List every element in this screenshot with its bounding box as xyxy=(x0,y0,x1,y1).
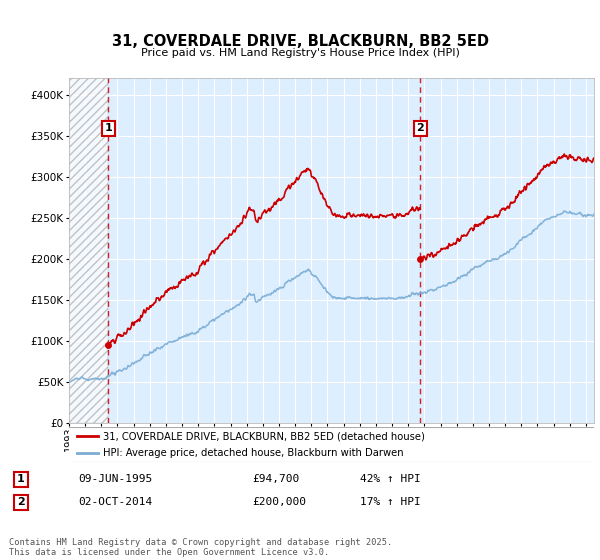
Text: 2: 2 xyxy=(416,123,424,133)
Text: £200,000: £200,000 xyxy=(252,497,306,507)
Text: 1: 1 xyxy=(104,123,112,133)
Text: Price paid vs. HM Land Registry's House Price Index (HPI): Price paid vs. HM Land Registry's House … xyxy=(140,48,460,58)
Text: £94,700: £94,700 xyxy=(252,474,299,484)
Text: HPI: Average price, detached house, Blackburn with Darwen: HPI: Average price, detached house, Blac… xyxy=(103,448,404,458)
Text: 42% ↑ HPI: 42% ↑ HPI xyxy=(360,474,421,484)
Text: 17% ↑ HPI: 17% ↑ HPI xyxy=(360,497,421,507)
Text: 09-JUN-1995: 09-JUN-1995 xyxy=(78,474,152,484)
Text: 1: 1 xyxy=(17,474,25,484)
FancyBboxPatch shape xyxy=(64,427,599,463)
Text: Contains HM Land Registry data © Crown copyright and database right 2025.
This d: Contains HM Land Registry data © Crown c… xyxy=(9,538,392,557)
Text: 31, COVERDALE DRIVE, BLACKBURN, BB2 5ED (detached house): 31, COVERDALE DRIVE, BLACKBURN, BB2 5ED … xyxy=(103,431,425,441)
Text: 2: 2 xyxy=(17,497,25,507)
Bar xyxy=(69,78,109,423)
Text: 31, COVERDALE DRIVE, BLACKBURN, BB2 5ED: 31, COVERDALE DRIVE, BLACKBURN, BB2 5ED xyxy=(112,35,488,49)
Text: 02-OCT-2014: 02-OCT-2014 xyxy=(78,497,152,507)
